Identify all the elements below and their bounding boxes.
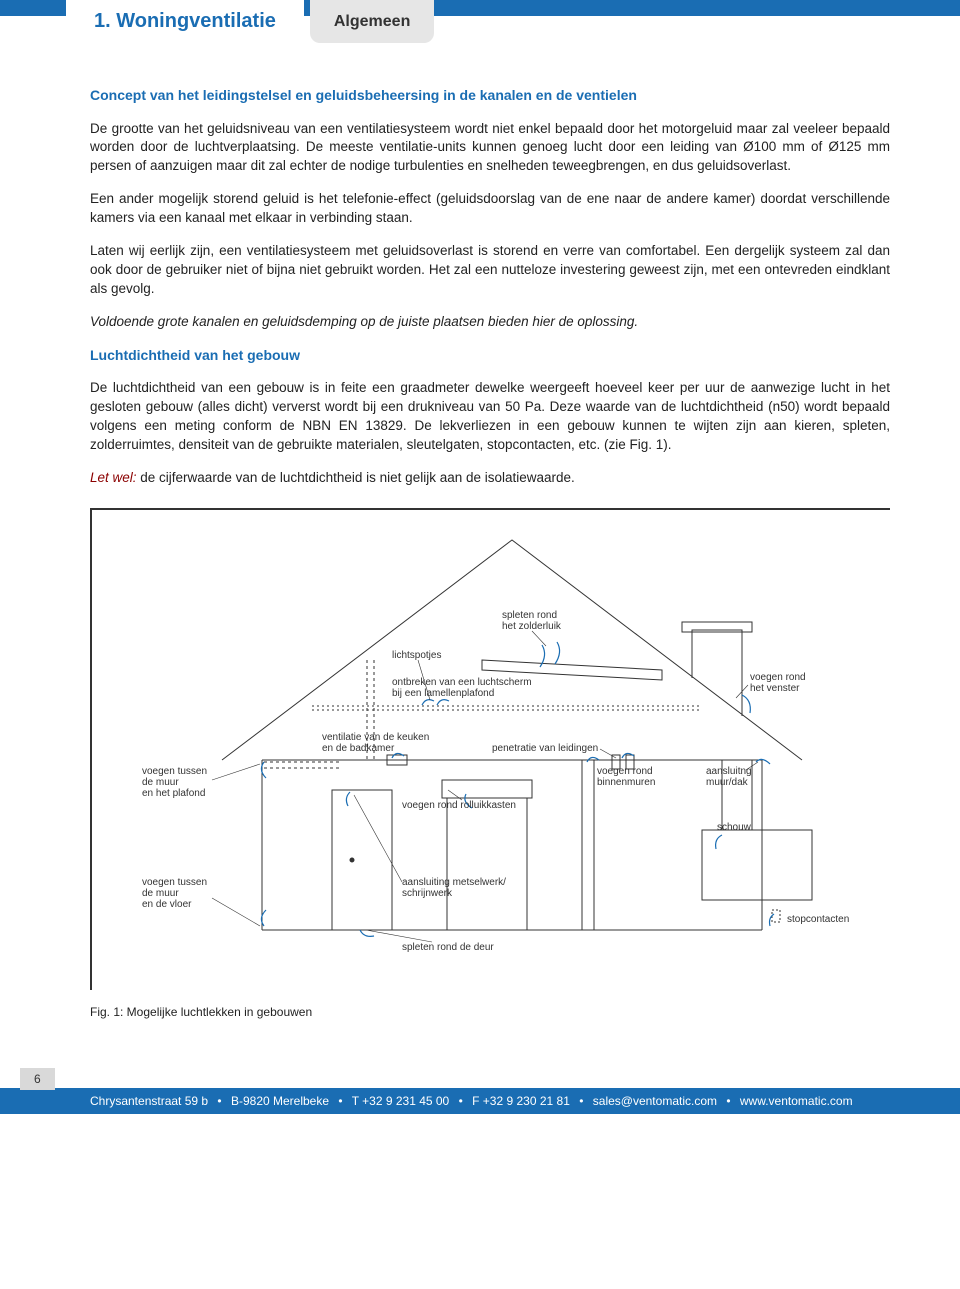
lbl-metselwerk-b: schrijnwerk xyxy=(402,888,453,899)
lbl-zolderluik-b: het zolderluik xyxy=(502,621,562,632)
header-tabs: 1. Woningventilatie Algemeen xyxy=(66,0,434,43)
lbl-muurdak-a: aansluitng xyxy=(706,766,752,777)
diagram-container: spleten rond het zolderluik lichtspotjes… xyxy=(90,508,890,990)
footer-tel: T +32 9 231 45 00 xyxy=(352,1094,450,1108)
footer-address: Chrysantenstraat 59 b xyxy=(90,1094,208,1108)
page-number: 6 xyxy=(20,1068,55,1090)
section1-p4-italic: Voldoende grote kanalen en geluidsdempin… xyxy=(90,313,890,332)
lbl-muurplafond-c: en het plafond xyxy=(142,788,205,799)
footer-city: B-9820 Merelbeke xyxy=(231,1094,329,1108)
section2-title: Luchtdichtheid van het gebouw xyxy=(90,346,890,366)
section1-title: Concept van het leidingstelsel en geluid… xyxy=(90,86,890,106)
lbl-muurvloer-c: en de vloer xyxy=(142,899,192,910)
let-wel-label: Let wel: xyxy=(90,470,137,485)
lbl-stopcontacten: stopcontacten xyxy=(787,914,849,925)
page-content: Concept van het leidingstelsel en geluid… xyxy=(0,16,960,1040)
section1-p1: De grootte van het geluidsniveau van een… xyxy=(90,120,890,177)
section2-letwel: Let wel: de cijferwaarde van de luchtdic… xyxy=(90,469,890,488)
lbl-muurvloer-a: voegen tussen xyxy=(142,877,207,888)
house-diagram: spleten rond het zolderluik lichtspotjes… xyxy=(102,530,882,970)
footer-web: www.ventomatic.com xyxy=(740,1094,853,1108)
lbl-keuken-a: ventilatie van de keuken xyxy=(322,732,429,743)
footer-fax: F +32 9 230 21 81 xyxy=(472,1094,570,1108)
lbl-schouw: schouw xyxy=(717,822,752,833)
lbl-luchtscherm-b: bij een lamellenplafond xyxy=(392,688,494,699)
section1-p2: Een ander mogelijk storend geluid is het… xyxy=(90,190,890,228)
footer-email: sales@ventomatic.com xyxy=(593,1094,717,1108)
lbl-binnenmuren-b: binnenmuren xyxy=(597,777,655,788)
let-wel-text: de cijferwaarde van de luchtdichtheid is… xyxy=(137,470,575,485)
lbl-keuken-b: en de badkamer xyxy=(322,743,395,754)
lbl-muurplafond-b: de muur xyxy=(142,777,179,788)
lbl-deur: spleten rond de deur xyxy=(402,942,494,953)
figure-caption: Fig. 1: Mogelijke luchtlekken in gebouwe… xyxy=(90,1004,890,1021)
section2-p1: De luchtdichtheid van een gebouw is in f… xyxy=(90,379,890,455)
lbl-lichtspotjes: lichtspotjes xyxy=(392,650,441,661)
lbl-venster-b: het venster xyxy=(750,683,800,694)
lbl-rolluik: voegen rond rolluikkasten xyxy=(402,800,516,811)
section1-p3: Laten wij eerlijk zijn, een ventilatiesy… xyxy=(90,242,890,299)
lbl-venster-a: voegen rond xyxy=(750,672,806,683)
lbl-luchtscherm-a: ontbreken van een luchtscherm xyxy=(392,677,532,688)
lbl-binnenmuren-a: voegen rond xyxy=(597,766,653,777)
footer-bar: Chrysantenstraat 59 b • B-9820 Merelbeke… xyxy=(0,1088,960,1114)
tab-primary: 1. Woningventilatie xyxy=(66,0,304,43)
lbl-muurdak-b: muur/dak xyxy=(706,777,749,788)
lbl-muurvloer-b: de muur xyxy=(142,888,179,899)
lbl-muurplafond-a: voegen tussen xyxy=(142,766,207,777)
lbl-metselwerk-a: aansluiting metselwerk/ xyxy=(402,877,506,888)
lbl-leidingen: penetratie van leidingen xyxy=(492,743,598,754)
tab-secondary: Algemeen xyxy=(310,0,434,43)
lbl-zolderluik-a: spleten rond xyxy=(502,610,557,621)
